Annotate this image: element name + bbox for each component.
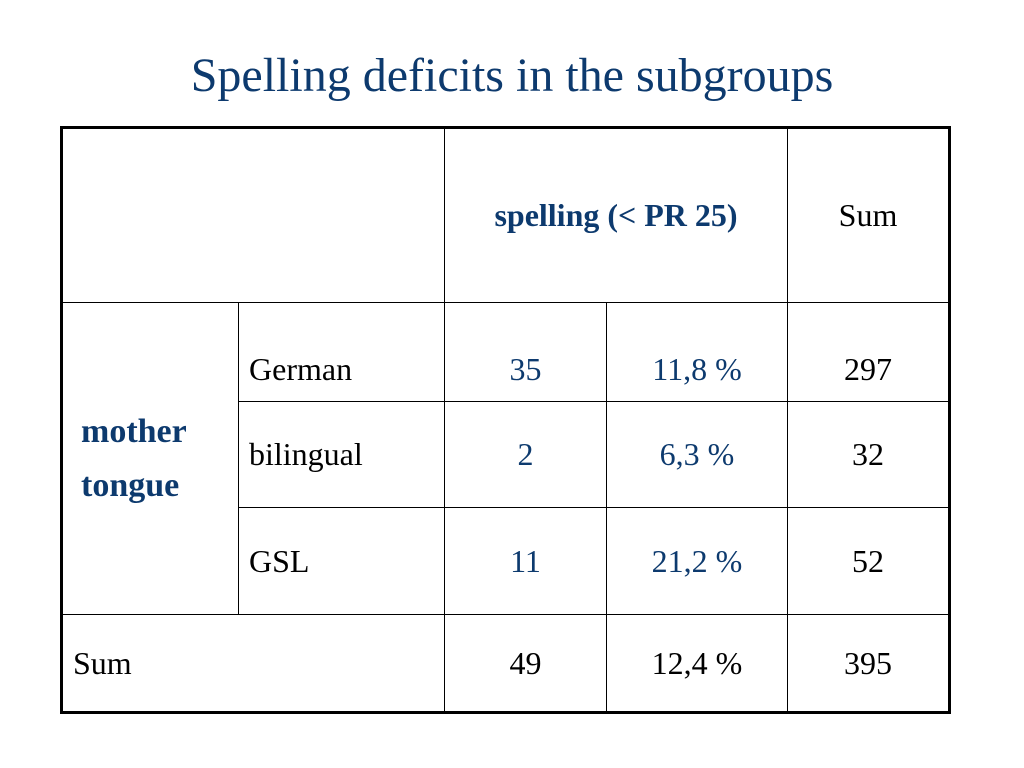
total-percent: 12,4 % xyxy=(606,614,788,713)
percent-german: 11,8 % xyxy=(606,302,788,402)
total-count: 49 xyxy=(444,614,607,713)
row-group-label-line2: tongue xyxy=(81,466,180,504)
percent-gsl: 21,2 % xyxy=(606,507,788,615)
header-empty-cell xyxy=(61,127,445,303)
count-german: 35 xyxy=(444,302,607,402)
spelling-deficits-table: spelling (< PR 25) Sum mother tongue Ger… xyxy=(60,126,951,714)
row-label-german: German xyxy=(238,302,445,402)
percent-bilingual: 6,3 % xyxy=(606,401,788,508)
row-group-label-line1: mother xyxy=(81,412,187,450)
row-label-bilingual: bilingual xyxy=(238,401,445,508)
count-gsl: 11 xyxy=(444,507,607,615)
sum-bilingual: 32 xyxy=(787,401,950,508)
header-sum: Sum xyxy=(787,127,950,303)
row-group-mother-tongue: mother tongue xyxy=(61,302,239,615)
header-row: spelling (< PR 25) Sum xyxy=(61,127,950,303)
table-row: bilingual 2 6,3 % 32 xyxy=(62,401,950,508)
row-label-gsl: GSL xyxy=(238,507,445,615)
table-row: GSL 11 21,2 % 52 xyxy=(62,507,950,615)
total-sum: 395 xyxy=(787,614,950,713)
count-bilingual: 2 xyxy=(444,401,607,508)
table-row: mother tongue German 35 11,8 % 297 xyxy=(61,302,950,615)
header-spelling: spelling (< PR 25) xyxy=(444,127,788,303)
total-row: Sum 49 12,4 % 395 xyxy=(61,614,950,713)
slide-title: Spelling deficits in the subgroups xyxy=(190,49,834,102)
sum-german: 297 xyxy=(787,302,950,402)
sum-gsl: 52 xyxy=(787,507,950,615)
total-label: Sum xyxy=(61,614,445,713)
